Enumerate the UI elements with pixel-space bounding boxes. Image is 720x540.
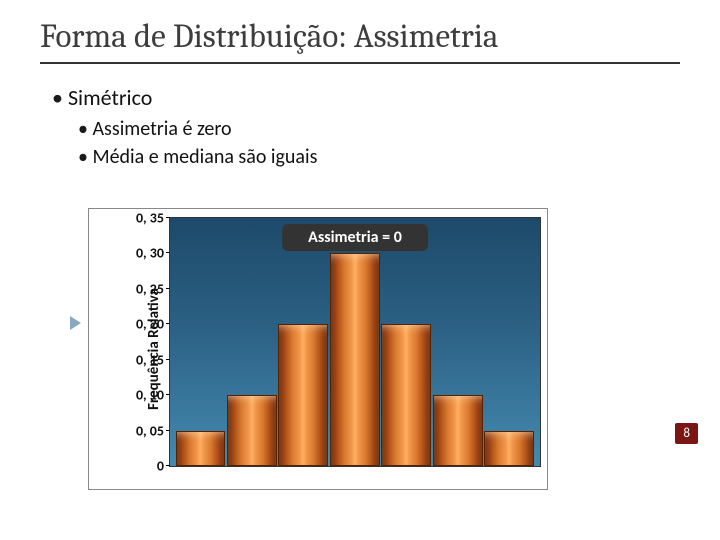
chart-container: Frequência Relativa Assimetria = 0 0, 35… xyxy=(88,208,548,490)
y-tick-label: 0, 35 xyxy=(136,210,164,227)
chart-bar xyxy=(278,324,328,466)
chart-bar xyxy=(433,395,483,466)
bullet-level2: Assimetria é zero xyxy=(78,117,720,141)
chart-caption-badge: Assimetria = 0 xyxy=(282,224,428,251)
chart-bar xyxy=(484,431,534,466)
chart-bar xyxy=(176,431,226,466)
y-tick-mark xyxy=(166,323,170,324)
y-tick-label: 0, 05 xyxy=(136,422,164,439)
chart-bars xyxy=(170,218,540,466)
y-tick-label: 0, 20 xyxy=(136,316,164,333)
chart-plot-area: Assimetria = 0 0, 350, 300, 250, 200, 15… xyxy=(169,217,541,467)
y-tick-mark xyxy=(166,217,170,218)
y-tick-label: 0 xyxy=(157,458,164,475)
page-title: Forma de Distribuição: Assimetria xyxy=(0,0,720,62)
y-tick-mark xyxy=(166,430,170,431)
y-tick-mark xyxy=(166,394,170,395)
bullet-list: Simétrico Assimetria é zero Média e medi… xyxy=(0,64,720,169)
y-tick-label: 0, 25 xyxy=(136,280,164,297)
bullet-level2: Média e mediana são iguais xyxy=(78,145,720,169)
chart-bar xyxy=(227,395,277,466)
y-tick-mark xyxy=(166,359,170,360)
y-tick-mark xyxy=(166,288,170,289)
chart-bar xyxy=(330,253,380,466)
chart-bar xyxy=(381,324,431,466)
y-tick-mark xyxy=(166,465,170,466)
y-tick-label: 0, 30 xyxy=(136,245,164,262)
bullet-level1: Simétrico xyxy=(52,84,720,111)
y-tick-mark xyxy=(166,252,170,253)
y-tick-label: 0, 15 xyxy=(136,351,164,368)
page-number-badge: 8 xyxy=(675,423,698,444)
play-icon xyxy=(70,316,81,330)
y-tick-label: 0, 10 xyxy=(136,387,164,404)
